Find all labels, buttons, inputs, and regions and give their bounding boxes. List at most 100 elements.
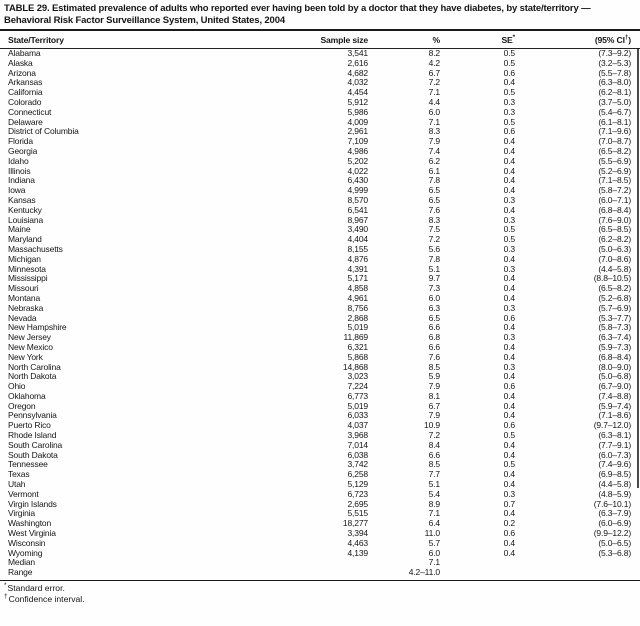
sample-size-cell: 8,570 — [347, 195, 368, 205]
percent-cell: 6.3 — [428, 303, 440, 313]
sample-size-cell: 6,033 — [347, 411, 368, 421]
se-cell: 0.4 — [503, 186, 515, 196]
state-cell: Florida — [8, 137, 33, 147]
state-cell: Washington — [8, 519, 52, 529]
table-row: Ohio 7,224 7.9 0.6 (6.7–9.0) — [0, 382, 640, 392]
ci-cell: (7.6–9.0) — [598, 215, 631, 225]
ci-cell: (6.8–8.4) — [598, 352, 631, 362]
ci-cell: (6.8–8.4) — [598, 205, 631, 215]
ci-cell: (5.2–6.8) — [598, 293, 631, 303]
scan-edge-artifact — [637, 48, 639, 488]
percent-cell: 7.6 — [428, 352, 440, 362]
table-row: New Mexico 6,321 6.6 0.4 (5.9–7.3) — [0, 343, 640, 353]
ci-cell: (5.0–6.3) — [598, 244, 631, 254]
state-cell: Tennessee — [8, 460, 48, 470]
state-cell: Montana — [8, 293, 41, 303]
table-row: Oklahoma 6,773 8.1 0.4 (7.4–8.8) — [0, 392, 640, 402]
ci-cell: (5.8–7.3) — [598, 323, 631, 333]
ci-cell: (6.5–8.2) — [598, 146, 631, 156]
se-cell: 0.6 — [503, 68, 515, 78]
state-cell: North Carolina — [8, 362, 61, 372]
ci-cell: (6.3–7.9) — [598, 509, 631, 519]
ci-cell: (5.9–7.3) — [598, 342, 631, 352]
se-cell: 0.5 — [503, 235, 515, 245]
state-cell: Colorado — [8, 97, 42, 107]
state-cell: Illinois — [8, 166, 31, 176]
se-cell: 0.3 — [503, 244, 515, 254]
sample-size-cell: 3,968 — [347, 431, 368, 441]
state-cell: Missouri — [8, 284, 39, 294]
table-row: Georgia 4,986 7.4 0.4 (6.5–8.2) — [0, 147, 640, 157]
sample-size-cell: 5,171 — [347, 274, 368, 284]
se-footnote-marker: * — [512, 34, 515, 42]
se-cell: 0.4 — [503, 352, 515, 362]
percent-cell: 7.9 — [428, 411, 440, 421]
state-cell: Georgia — [8, 146, 38, 156]
state-cell: Michigan — [8, 254, 41, 264]
table-row: South Dakota 6,038 6.6 0.4 (6.0–7.3) — [0, 451, 640, 461]
sample-size-cell: 5,986 — [347, 107, 368, 117]
state-cell: Ohio — [8, 382, 26, 392]
table-title: TABLE 29. Estimated prevalence of adults… — [4, 3, 591, 26]
se-cell: 0.6 — [503, 421, 515, 431]
percent-cell: 4.2–11.0 — [408, 568, 440, 578]
table-row: Indiana 6,430 7.8 0.4 (7.1–8.5) — [0, 176, 640, 186]
percent-cell: 8.3 — [428, 215, 440, 225]
percent-cell: 5.7 — [428, 538, 440, 548]
sample-size-cell: 7,224 — [347, 382, 368, 392]
table-row: Connecticut 5,986 6.0 0.3 (5.4–6.7) — [0, 108, 640, 118]
state-cell: Arkansas — [8, 78, 43, 88]
ci-label: (95% CI — [594, 35, 625, 45]
sample-size-cell: 3,742 — [347, 460, 368, 470]
asterisk-marker: * — [4, 582, 7, 590]
ci-cell: (6.3–8.0) — [598, 78, 631, 88]
percent-cell: 6.5 — [428, 186, 440, 196]
state-cell: Oklahoma — [8, 391, 46, 401]
state-cell: Rhode Island — [8, 431, 57, 441]
state-cell: New Mexico — [8, 342, 53, 352]
se-cell: 0.3 — [503, 489, 515, 499]
table-row: South Carolina 7,014 8.4 0.4 (7.7–9.1) — [0, 441, 640, 451]
se-cell: 0.3 — [503, 264, 515, 274]
se-cell: 0.4 — [503, 470, 515, 480]
se-cell: 0.5 — [503, 88, 515, 98]
se-cell: 0.6 — [503, 313, 515, 323]
title-divider — [0, 29, 640, 31]
ci-cell: (5.7–6.9) — [598, 303, 631, 313]
se-cell: 0.4 — [503, 284, 515, 294]
table-row: Alaska 2,616 4.2 0.5 (3.2–5.3) — [0, 59, 640, 69]
ci-cell: (5.5–6.9) — [598, 156, 631, 166]
state-cell: Virginia — [8, 509, 35, 519]
ci-cell: (6.7–9.0) — [598, 382, 631, 392]
sample-size-cell: 5,019 — [347, 323, 368, 333]
se-cell: 0.4 — [503, 146, 515, 156]
se-cell — [440, 558, 515, 568]
table-row: New York 5,868 7.6 0.4 (6.8–8.4) — [0, 353, 640, 363]
state-cell: Puerto Rico — [8, 421, 51, 431]
state-cell: Oregon — [8, 401, 36, 411]
state-cell: Vermont — [8, 489, 39, 499]
percent-cell: 10.9 — [424, 421, 440, 431]
se-cell: 0.4 — [503, 450, 515, 460]
ci-cell — [515, 558, 640, 568]
percent-cell: 8.9 — [428, 499, 440, 509]
se-cell: 0.3 — [503, 333, 515, 343]
ci-cell: (6.0–7.1) — [598, 195, 631, 205]
table-row: Delaware 4,009 7.1 0.5 (6.1–8.1) — [0, 118, 640, 128]
state-cell: Idaho — [8, 156, 29, 166]
state-cell: Louisiana — [8, 215, 44, 225]
ci-cell: (9.7–12.0) — [593, 421, 631, 431]
sample-size-cell: 4,009 — [347, 117, 368, 127]
table-row: Utah 5,129 5.1 0.4 (4.4–5.8) — [0, 480, 640, 490]
se-cell: 0.5 — [503, 225, 515, 235]
sample-size-cell: 3,394 — [347, 529, 368, 539]
ci-cell: (6.3–7.4) — [598, 333, 631, 343]
ci-cell: (7.1–8.6) — [598, 411, 631, 421]
ci-cell: (5.9–7.4) — [598, 401, 631, 411]
ci-cell: (6.5–8.5) — [598, 225, 631, 235]
percent-cell: 7.1 — [428, 509, 440, 519]
table-row: Nebraska 8,756 6.3 0.3 (5.7–6.9) — [0, 304, 640, 314]
summary-row: Median 7.1 — [0, 558, 640, 568]
state-cell: South Carolina — [8, 440, 63, 450]
percent-cell: 7.1 — [428, 88, 440, 98]
